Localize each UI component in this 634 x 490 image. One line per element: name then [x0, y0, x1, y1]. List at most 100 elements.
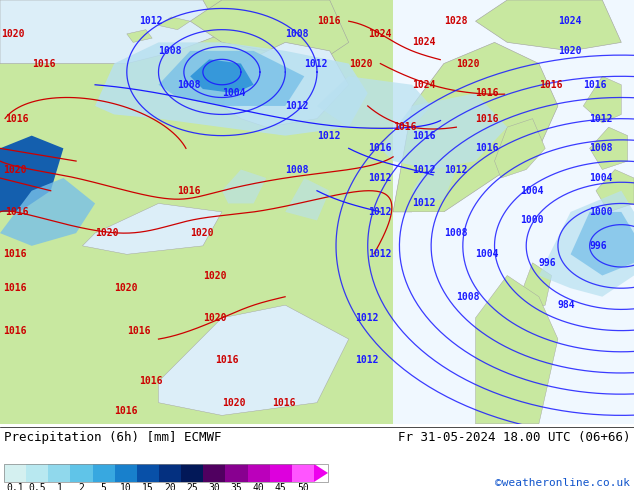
Polygon shape	[476, 0, 621, 51]
Polygon shape	[412, 161, 456, 203]
Text: 1: 1	[56, 483, 62, 490]
Bar	[137, 464, 159, 482]
Text: 2: 2	[79, 483, 84, 490]
Text: 1012: 1012	[317, 131, 340, 141]
Polygon shape	[82, 203, 222, 254]
Bar	[292, 464, 314, 482]
Text: 1012: 1012	[368, 173, 391, 183]
Text: 1024: 1024	[558, 16, 581, 26]
Text: 30: 30	[209, 483, 220, 490]
Text: 1016: 1016	[393, 122, 417, 132]
Text: 1016: 1016	[476, 88, 499, 98]
Polygon shape	[158, 51, 304, 106]
Polygon shape	[571, 212, 634, 275]
Polygon shape	[0, 178, 95, 246]
Text: 1016: 1016	[273, 398, 296, 408]
Polygon shape	[314, 464, 328, 482]
Text: 1008: 1008	[158, 46, 182, 56]
Text: 1024: 1024	[412, 37, 436, 48]
Text: 1020: 1020	[114, 283, 138, 293]
Text: Fr 31-05-2024 18.00 UTC (06+66): Fr 31-05-2024 18.00 UTC (06+66)	[398, 431, 630, 444]
Text: 1008: 1008	[456, 292, 480, 302]
Text: 1012: 1012	[139, 16, 163, 26]
Polygon shape	[127, 30, 152, 43]
Text: 1008: 1008	[178, 80, 201, 90]
Polygon shape	[190, 59, 254, 93]
Polygon shape	[495, 119, 545, 178]
Text: 10: 10	[120, 483, 132, 490]
Text: 15: 15	[142, 483, 154, 490]
Text: 1020: 1020	[203, 313, 226, 323]
Polygon shape	[476, 275, 558, 424]
Text: 1016: 1016	[178, 186, 201, 196]
Polygon shape	[393, 43, 558, 212]
Text: 984: 984	[558, 300, 576, 310]
Text: 0.1: 0.1	[6, 483, 24, 490]
Text: 40: 40	[253, 483, 264, 490]
Polygon shape	[285, 178, 330, 220]
Polygon shape	[95, 43, 368, 136]
Text: 1012: 1012	[285, 101, 309, 111]
Text: 1012: 1012	[368, 207, 391, 217]
Text: 1020: 1020	[95, 228, 119, 238]
Text: 1008: 1008	[444, 228, 467, 238]
Text: 1016: 1016	[412, 131, 436, 141]
Text: 1024: 1024	[412, 80, 436, 90]
Text: 1024: 1024	[368, 29, 391, 39]
Text: 1016: 1016	[3, 325, 27, 336]
Polygon shape	[222, 170, 266, 203]
Text: 1016: 1016	[317, 16, 340, 26]
Text: 1008: 1008	[590, 144, 613, 153]
Bar	[93, 464, 115, 482]
Text: 1012: 1012	[304, 59, 328, 69]
Text: 1020: 1020	[190, 228, 214, 238]
Text: 35: 35	[231, 483, 242, 490]
Text: 1016: 1016	[5, 114, 29, 123]
Polygon shape	[158, 17, 190, 30]
Text: 1020: 1020	[456, 59, 480, 69]
Polygon shape	[190, 0, 349, 64]
Text: 1004: 1004	[222, 88, 245, 98]
Bar	[48, 464, 70, 482]
Bar	[181, 464, 204, 482]
Bar	[26, 464, 48, 482]
Text: 1020: 1020	[1, 29, 25, 39]
Polygon shape	[158, 305, 349, 416]
Text: 50: 50	[297, 483, 309, 490]
Text: 1028: 1028	[444, 16, 467, 26]
Polygon shape	[317, 76, 431, 127]
Text: 1012: 1012	[355, 313, 378, 323]
Text: 1020: 1020	[558, 46, 581, 56]
Polygon shape	[0, 136, 63, 212]
Text: 25: 25	[186, 483, 198, 490]
Bar	[247, 464, 269, 482]
Text: 1012: 1012	[412, 165, 436, 174]
Text: 1008: 1008	[285, 29, 309, 39]
Text: 1016: 1016	[476, 114, 499, 123]
Text: 1012: 1012	[355, 355, 378, 365]
Text: 1016: 1016	[5, 207, 29, 217]
Bar	[115, 464, 137, 482]
Text: 45: 45	[275, 483, 287, 490]
Text: 1016: 1016	[114, 406, 138, 416]
Polygon shape	[0, 0, 222, 64]
Text: ©weatheronline.co.uk: ©weatheronline.co.uk	[495, 478, 630, 488]
Text: 1016: 1016	[127, 325, 150, 336]
Bar	[70, 464, 93, 482]
Text: 1020: 1020	[349, 59, 372, 69]
Text: 5: 5	[101, 483, 107, 490]
Text: 1020: 1020	[3, 165, 27, 174]
Text: 20: 20	[164, 483, 176, 490]
Text: 1016: 1016	[3, 249, 27, 259]
Bar	[4, 464, 328, 482]
Polygon shape	[596, 170, 634, 212]
Bar	[0, 0, 393, 424]
Bar	[226, 464, 247, 482]
Text: 1016: 1016	[368, 144, 391, 153]
Text: 1020: 1020	[203, 270, 226, 280]
Text: 1004: 1004	[476, 249, 499, 259]
Polygon shape	[539, 191, 634, 297]
Polygon shape	[222, 43, 349, 127]
Text: 0.5: 0.5	[29, 483, 46, 490]
Bar	[393, 0, 634, 424]
